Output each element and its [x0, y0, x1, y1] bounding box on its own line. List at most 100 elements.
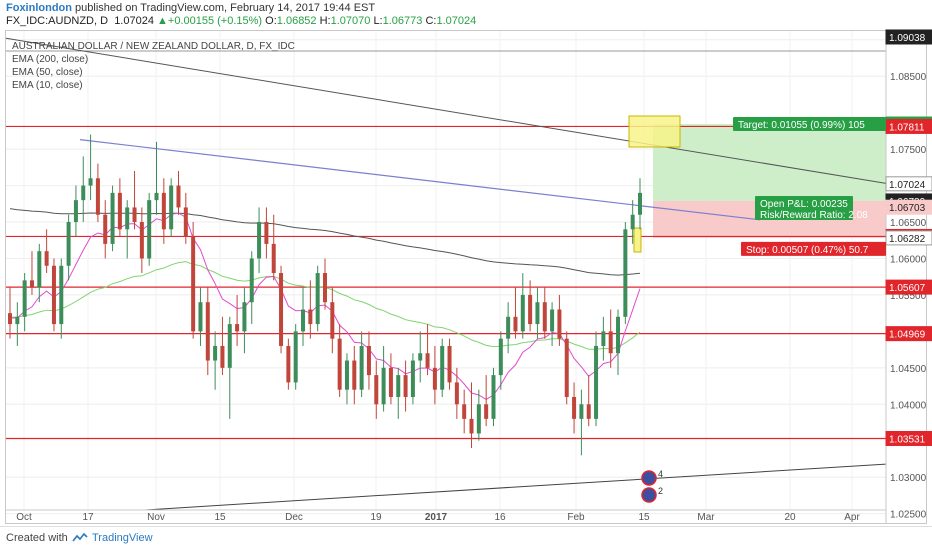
- candle-body: [117, 192, 122, 230]
- target-label-bg: [733, 117, 886, 132]
- price-axis[interactable]: 1.090001.085001.075001.070001.065001.060…: [885, 31, 927, 524]
- candle-body: [66, 222, 71, 266]
- publish-info: published on TradingView.com, February 1…: [75, 2, 376, 14]
- candle-body: [594, 345, 599, 419]
- descending-trendline[interactable]: [5, 37, 887, 184]
- candle-body: [447, 345, 452, 383]
- x-tick-label: 20: [784, 512, 796, 523]
- candle-body: [139, 222, 144, 259]
- highlight-box-small[interactable]: [633, 227, 642, 253]
- price-change: +0.00155 (+0.15%): [167, 15, 263, 27]
- candle-body: [440, 345, 445, 390]
- x-tick-label: 17: [82, 512, 94, 523]
- candle-body: [110, 192, 115, 244]
- candle-body: [95, 178, 100, 215]
- price-tag-label: 1.06282: [889, 234, 926, 245]
- y-tick-label: 1.02500: [890, 510, 927, 521]
- x-tick-label: 15: [638, 512, 650, 523]
- candle-body: [638, 192, 642, 215]
- created-with-label: Created with: [6, 532, 68, 544]
- candle-body: [491, 375, 496, 419]
- candle-body: [586, 404, 591, 419]
- candle-body: [535, 302, 540, 325]
- pnl-label-text: Risk/Reward Ratio: 2.08: [760, 210, 868, 221]
- ema200-line: [9, 208, 641, 276]
- y-tick-label: 1.05500: [890, 291, 927, 302]
- candle-body: [469, 418, 474, 434]
- y-tick-label: 1.07500: [890, 145, 927, 156]
- candle-body: [403, 375, 408, 397]
- candle-body: [176, 185, 181, 208]
- candle-body: [359, 345, 364, 390]
- candle-body: [462, 404, 467, 419]
- candle-body: [564, 338, 569, 397]
- price-tag-label: 1.09038: [889, 33, 926, 44]
- chart-frame[interactable]: [5, 30, 927, 524]
- trend-lines[interactable]: [5, 37, 887, 511]
- target-zone: [653, 124, 886, 201]
- candle-body: [528, 294, 533, 325]
- x-tick-label: 16: [494, 512, 506, 523]
- candle-body: [37, 251, 42, 288]
- price-tag-label: 1.07811: [889, 122, 925, 133]
- candle-body: [498, 338, 503, 376]
- legend-ema10[interactable]: EMA (10, close): [12, 80, 83, 91]
- candle-body: [484, 404, 489, 419]
- candle-body: [51, 265, 56, 325]
- rising-trendline[interactable]: [144, 463, 887, 511]
- y-tick-label: 1.04000: [890, 400, 927, 411]
- candle-body: [271, 243, 276, 274]
- legend-ema50[interactable]: EMA (50, close): [12, 67, 83, 78]
- channel-trendline[interactable]: [79, 139, 761, 221]
- legend-ema200[interactable]: EMA (200, close): [12, 54, 89, 65]
- candle-body: [572, 396, 577, 419]
- candle-body: [81, 185, 86, 201]
- price-tag-bg: [885, 279, 932, 295]
- candle-body: [520, 294, 525, 332]
- candle-body: [103, 214, 108, 244]
- price-tag-label: 1.06703: [889, 203, 926, 214]
- y-tick-label: 1.06000: [890, 254, 927, 265]
- candle-body: [293, 331, 298, 383]
- candle-body: [315, 273, 320, 325]
- pnl-label-text: Open P&L: 0.00235: [760, 199, 848, 210]
- legend-title: AUSTRALIAN DOLLAR / NEW ZEALAND DOLLAR, …: [12, 41, 295, 52]
- y-tick-label: 1.06500: [890, 218, 927, 229]
- candle-body: [73, 200, 78, 223]
- candle-body: [388, 367, 393, 397]
- target-label-text: Target: 0.01055 (0.99%) 105: [738, 120, 865, 131]
- open-value: 1.06852: [276, 15, 317, 27]
- position-labels: Target: 0.01055 (0.99%) 105 Open P&L: 0.0…: [733, 117, 886, 256]
- candle-body: [264, 222, 269, 244]
- flag-event-icon[interactable]: [641, 470, 657, 486]
- x-tick-label: 2017: [425, 512, 448, 523]
- candle-body: [125, 207, 130, 230]
- tradingview-link[interactable]: TradingView: [92, 532, 153, 544]
- x-tick-label: 15: [214, 512, 226, 523]
- candle-body: [476, 404, 481, 434]
- symbol-header: FX_IDC:AUDNZD, D 1.07024 ▲+0.00155 (+0.1…: [6, 15, 477, 27]
- highlight-box[interactable]: [628, 115, 681, 148]
- candle-body: [227, 324, 232, 368]
- time-axis[interactable]: Oct 17 Nov 15 Dec 19 2017 16 Feb 15 Mar 20 Apr: [6, 509, 886, 523]
- candle-body: [608, 331, 613, 354]
- flag-event-icon[interactable]: [641, 487, 657, 503]
- candle-body: [213, 345, 218, 361]
- candles: [8, 134, 642, 456]
- candle-body: [323, 273, 327, 303]
- tradingview-logo-icon: [72, 533, 88, 542]
- candle-body: [279, 273, 284, 346]
- event-markers[interactable]: 42: [641, 469, 663, 503]
- candle-body: [410, 360, 415, 397]
- candle-body: [454, 382, 459, 405]
- price-tag-label: 1.07024: [889, 180, 926, 191]
- candle-body: [198, 302, 203, 332]
- horizontal-levels[interactable]: [6, 50, 886, 440]
- candle-body: [183, 207, 188, 237]
- low-value: 1.06773: [382, 15, 423, 27]
- stop-label-bg: [741, 241, 886, 256]
- author-name[interactable]: Foxinlondon: [6, 2, 72, 14]
- candle-body: [330, 302, 335, 339]
- candle-body: [344, 360, 349, 390]
